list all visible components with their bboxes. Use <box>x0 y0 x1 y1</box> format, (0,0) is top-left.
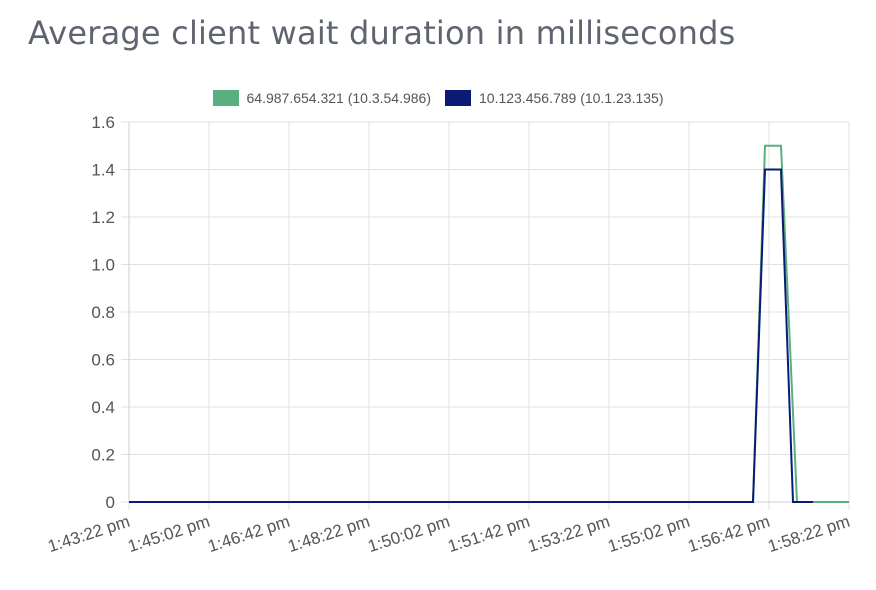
y-tick-label: 0.4 <box>91 398 115 417</box>
y-tick-label: 0.2 <box>91 446 115 465</box>
x-tick-label: 1:51:42 pm <box>445 512 532 556</box>
legend-label-series-2: 10.123.456.789 (10.1.23.135) <box>479 90 664 106</box>
series-line-1 <box>129 144 849 503</box>
x-tick-label: 1:43:22 pm <box>45 512 132 556</box>
x-tick-label: 1:45:02 pm <box>125 512 212 556</box>
x-tick-label: 1:48:22 pm <box>285 512 372 556</box>
y-tick-label: 0.8 <box>91 303 115 322</box>
legend-swatch-series-2 <box>445 90 471 106</box>
y-tick-label: 0.6 <box>91 351 115 370</box>
x-tick-label: 1:46:42 pm <box>205 512 292 556</box>
legend: 64.987.654.321 (10.3.54.986) 10.123.456.… <box>0 87 876 109</box>
legend-swatch-series-1 <box>212 90 239 106</box>
legend-item-series-2[interactable]: 10.123.456.789 (10.1.23.135) <box>445 90 664 106</box>
chart-title: Average client wait duration in millisec… <box>28 14 736 52</box>
x-tick-label: 1:50:02 pm <box>365 512 452 556</box>
y-tick-label: 0 <box>106 493 115 512</box>
y-tick-label: 1.2 <box>91 208 115 227</box>
x-tick-label: 1:55:02 pm <box>605 512 692 556</box>
x-tick-label: 1:53:22 pm <box>525 512 612 556</box>
y-tick-label: 1.0 <box>91 256 115 275</box>
y-tick-label: 1.6 <box>91 113 115 132</box>
legend-label-series-1: 64.987.654.321 (10.3.54.986) <box>246 90 432 106</box>
series-line-2 <box>129 168 813 503</box>
y-tick-label: 1.4 <box>91 161 115 180</box>
x-tick-label: 1:58:22 pm <box>765 512 852 556</box>
x-tick-label: 1:56:42 pm <box>685 512 772 556</box>
legend-item-series-1[interactable]: 64.987.654.321 (10.3.54.986) <box>212 90 432 106</box>
